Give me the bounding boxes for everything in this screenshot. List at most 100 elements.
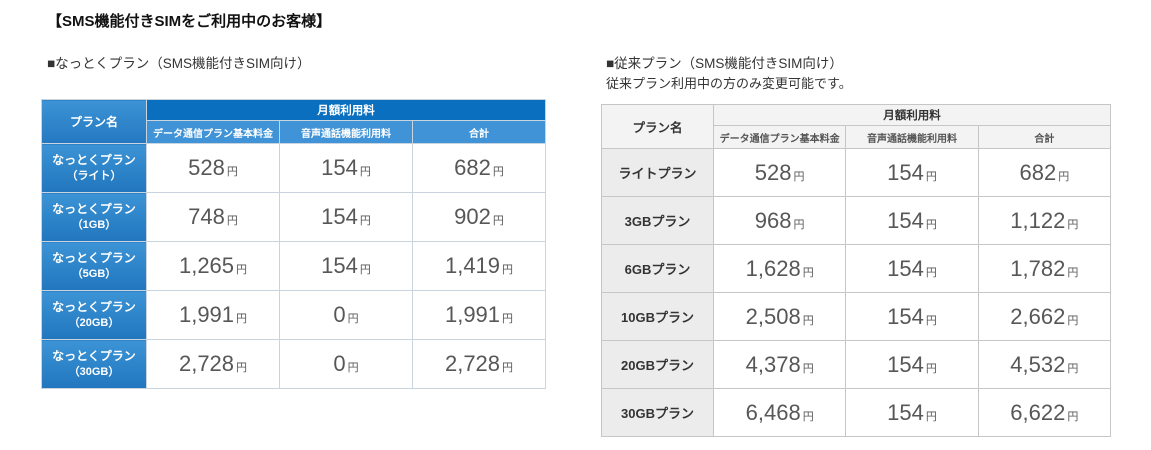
base-fee-value: 528	[754, 159, 792, 185]
nattoku-section-heading: ■なっとくプラン（SMS機能付きSIM向け）	[47, 56, 311, 71]
table-row: 30GBプラン 6,468 円 154 円 6,622 円	[601, 388, 1112, 437]
plan-name: なっとくプラン	[52, 300, 136, 315]
table-header-row: プラン名 月額利用料	[41, 99, 546, 144]
voice-fee-value: 154	[887, 159, 924, 185]
voice-fee-cell: 154 円	[845, 196, 979, 245]
table-row: 20GBプラン 4,378 円 154 円 4,532 円	[601, 340, 1112, 389]
total-cell: 6,622 円	[977, 388, 1112, 437]
voice-fee-value: 154	[321, 253, 358, 278]
plan-name-cell: 3GBプラン	[601, 196, 714, 245]
voice-fee-cell: 154 円	[845, 244, 979, 293]
yen-unit: 円	[236, 362, 248, 374]
total-value: 682	[454, 155, 491, 180]
plan-capacity: （1GB）	[71, 218, 117, 231]
total-cell: 682 円	[412, 143, 546, 193]
base-fee-value: 1,265	[178, 253, 235, 278]
base-fee-cell: 4,378 円	[712, 340, 847, 389]
yen-unit: 円	[802, 410, 814, 423]
yen-unit: 円	[925, 314, 937, 327]
voice-fee-cell: 154 円	[845, 388, 979, 437]
plan-name-cell: 20GBプラン	[601, 340, 714, 389]
plan-name-cell: 10GBプラン	[601, 292, 714, 341]
yen-unit: 円	[802, 362, 814, 375]
jurai-plan-table: プラン名 月額利用料 データ通信プラン基本料金 音声通話機能利用料 合計 ライト…	[601, 104, 1112, 437]
yen-unit: 円	[925, 266, 937, 279]
base-fee-cell: 748 円	[146, 192, 280, 242]
yen-unit: 円	[236, 313, 248, 325]
total-cell: 1,782 円	[977, 244, 1112, 293]
total-cell: 682 円	[977, 148, 1112, 197]
base-fee-value: 528	[188, 155, 225, 180]
base-fee-column-header: データ通信プラン基本料金	[712, 125, 847, 149]
yen-unit: 円	[492, 215, 504, 227]
table-subheader-row: データ通信プラン基本料金 音声通話機能利用料 合計	[42, 120, 546, 144]
plan-name-cell: なっとくプラン （5GB）	[41, 241, 147, 291]
total-value: 2,662	[1010, 303, 1066, 329]
voice-fee-cell: 154 円	[279, 143, 413, 193]
total-value: 1,122	[1010, 207, 1066, 233]
yen-unit: 円	[1058, 170, 1070, 183]
yen-unit: 円	[925, 410, 937, 423]
plan-name: なっとくプラン	[52, 202, 136, 217]
yen-unit: 円	[502, 264, 514, 276]
yen-unit: 円	[236, 264, 248, 276]
plan-name-cell: ライトプラン	[601, 148, 714, 197]
yen-unit: 円	[359, 166, 371, 178]
total-value: 2,728	[444, 351, 501, 376]
plan-name: なっとくプラン	[52, 349, 136, 364]
yen-unit: 円	[1067, 266, 1079, 279]
jurai-section-heading: ■従来プラン（SMS機能付きSIM向け）	[606, 56, 843, 71]
base-fee-cell: 1,265 円	[146, 241, 280, 291]
yen-unit: 円	[1067, 362, 1079, 375]
plan-capacity: （5GB）	[71, 267, 117, 280]
total-value: 6,622	[1010, 399, 1066, 425]
total-cell: 1,122 円	[977, 196, 1112, 245]
yen-unit: 円	[502, 362, 514, 374]
yen-unit: 円	[502, 313, 514, 325]
yen-unit: 円	[925, 218, 937, 231]
yen-unit: 円	[347, 362, 359, 374]
total-value: 4,532	[1010, 351, 1066, 377]
yen-unit: 円	[793, 218, 805, 231]
plan-name-cell: 30GBプラン	[601, 388, 714, 437]
yen-unit: 円	[925, 362, 937, 375]
base-fee-value: 748	[188, 204, 225, 229]
base-fee-cell: 968 円	[712, 196, 847, 245]
base-fee-cell: 6,468 円	[712, 388, 847, 437]
total-cell: 2,662 円	[977, 292, 1112, 341]
total-value: 1,782	[1010, 255, 1066, 281]
table-row: なっとくプラン （ライト） 528 円 154 円 682 円	[41, 143, 546, 193]
yen-unit: 円	[347, 313, 359, 325]
table-row: 10GBプラン 2,508 円 154 円 2,662 円	[601, 292, 1112, 341]
table-row: なっとくプラン （5GB） 1,265 円 154 円 1,419 円	[41, 241, 546, 291]
base-fee-cell: 1,991 円	[146, 290, 280, 340]
total-value: 1,419	[444, 253, 501, 278]
plan-name-cell: なっとくプラン （1GB）	[41, 192, 147, 242]
plan-name: なっとくプラン	[52, 153, 136, 168]
voice-fee-value: 154	[321, 155, 358, 180]
base-fee-value: 4,378	[745, 351, 801, 377]
table-row: 6GBプラン 1,628 円 154 円 1,782 円	[601, 244, 1112, 293]
jurai-section-note: 従来プラン利用中の方のみ変更可能です。	[606, 76, 852, 91]
yen-unit: 円	[359, 264, 371, 276]
page-title: 【SMS機能付きSIMをご利用中のお客様】	[47, 13, 332, 30]
yen-unit: 円	[1067, 218, 1079, 231]
plan-name-cell: 6GBプラン	[601, 244, 714, 293]
base-fee-cell: 1,628 円	[712, 244, 847, 293]
yen-unit: 円	[226, 166, 238, 178]
voice-fee-value: 154	[887, 207, 924, 233]
plan-name-column-header: プラン名	[601, 104, 714, 149]
total-value: 902	[454, 204, 491, 229]
nattoku-plan-table: プラン名 月額利用料 データ通信プラン基本料金 音声通話機能利用料 合計 なっと…	[41, 99, 546, 389]
base-fee-value: 1,991	[178, 302, 235, 327]
voice-fee-cell: 154 円	[845, 292, 979, 341]
base-fee-value: 2,508	[745, 303, 801, 329]
voice-fee-cell: 154 円	[845, 340, 979, 389]
yen-unit: 円	[802, 266, 814, 279]
total-cell: 2,728 円	[412, 339, 546, 389]
yen-unit: 円	[359, 215, 371, 227]
voice-fee-value: 154	[887, 255, 924, 281]
